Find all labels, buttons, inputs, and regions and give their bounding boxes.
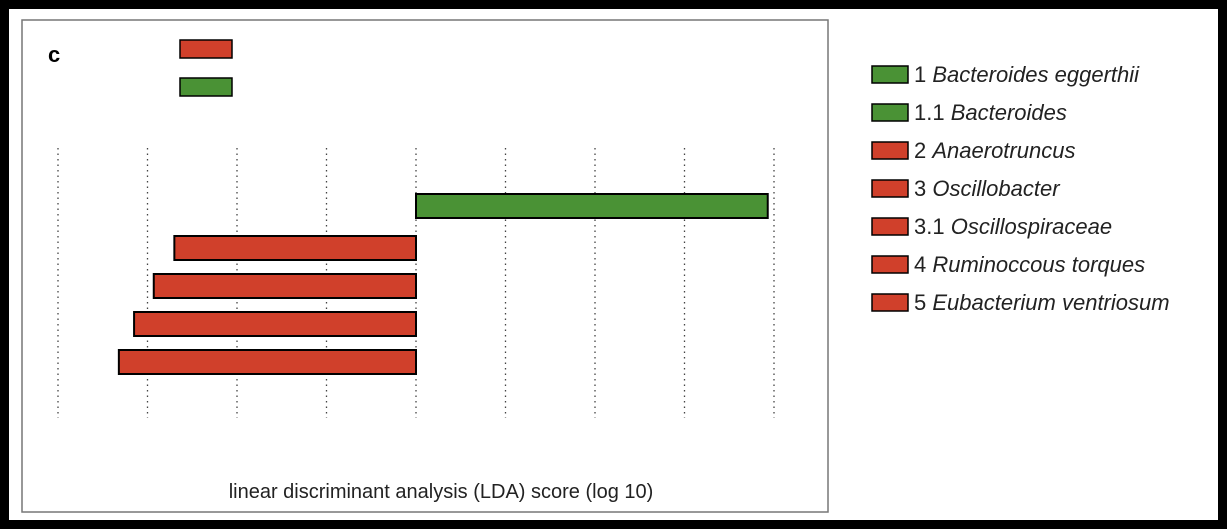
series-legend bbox=[179, 39, 233, 97]
taxa-swatch bbox=[871, 65, 909, 84]
taxa-name: Bacteroides eggerthii bbox=[932, 62, 1140, 87]
taxa-number: 2 bbox=[914, 138, 932, 163]
taxa-entry: 3.1 Oscillospiraceae bbox=[914, 214, 1112, 239]
taxa-number: 4 bbox=[914, 252, 932, 277]
taxa-number: 3 bbox=[914, 176, 932, 201]
taxa-swatch bbox=[871, 293, 909, 312]
taxa-number: 5 bbox=[914, 290, 932, 315]
bar bbox=[152, 273, 417, 299]
taxa-swatch bbox=[871, 179, 909, 198]
taxa-entry: 2 Anaerotruncus bbox=[914, 138, 1075, 163]
taxa-number: 1 bbox=[914, 62, 932, 87]
taxa-swatch bbox=[871, 255, 909, 274]
taxa-swatch bbox=[871, 141, 909, 160]
taxa-entry: 4 Ruminoccous torques bbox=[914, 252, 1145, 277]
taxa-name: Ruminoccous torques bbox=[932, 252, 1145, 277]
taxa-name: Eubacterium ventriosum bbox=[932, 290, 1169, 315]
bar bbox=[133, 311, 417, 337]
taxa-entry: 3 Oscillobacter bbox=[914, 176, 1061, 201]
x-axis-label: linear discriminant analysis (LDA) score… bbox=[229, 481, 654, 503]
plot-frame bbox=[21, 19, 829, 513]
taxa-name: Anaerotruncus bbox=[930, 138, 1075, 163]
taxa-entry: 5 Eubacterium ventriosum bbox=[914, 290, 1170, 315]
taxa-name: Oscillospiraceae bbox=[951, 214, 1112, 239]
taxa-legend: 1 Bacteroides eggerthii 1.1 Bacteroides 2 … bbox=[871, 62, 1170, 315]
taxa-swatch bbox=[871, 217, 909, 236]
panel-label: c bbox=[48, 42, 60, 67]
taxa-number: 3.1 bbox=[914, 214, 951, 239]
taxa-name: Oscillobacter bbox=[932, 176, 1061, 201]
taxa-entry: 1 Bacteroides eggerthii bbox=[914, 62, 1140, 87]
bars bbox=[117, 193, 769, 375]
bar bbox=[117, 349, 418, 375]
taxa-name: Bacteroides bbox=[951, 100, 1067, 125]
legend-swatch-control bbox=[179, 77, 233, 97]
taxa-swatch bbox=[871, 103, 909, 122]
taxa-entry: 1.1 Bacteroides bbox=[914, 100, 1067, 125]
legend-swatch-amd bbox=[179, 39, 233, 59]
bar bbox=[415, 193, 769, 219]
bar bbox=[173, 235, 417, 261]
taxa-number: 1.1 bbox=[914, 100, 951, 125]
